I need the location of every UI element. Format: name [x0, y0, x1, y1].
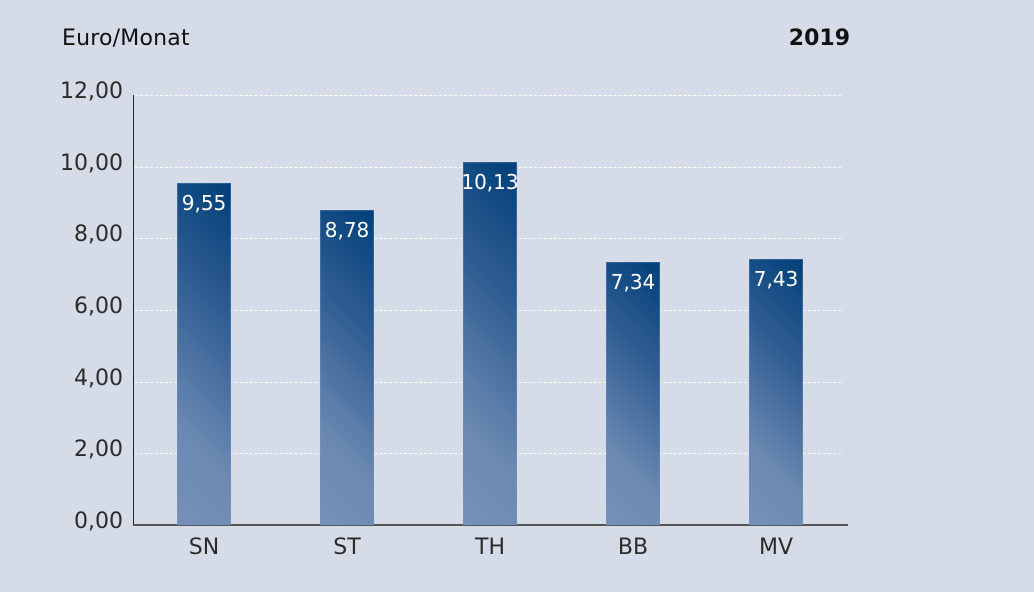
x-tick-label: BB: [617, 535, 649, 560]
bar-value-label: 8,78: [324, 218, 370, 243]
bar-mv: 7,43: [749, 258, 803, 525]
y-tick-label: 4,00: [74, 365, 123, 391]
y-tick-label: 0,00: [74, 509, 123, 534]
x-tick-label: TH: [475, 535, 505, 560]
bar-th: 10,13: [461, 162, 519, 525]
bar-value-label: 9,55: [181, 190, 227, 215]
year-label: 2019: [788, 26, 850, 51]
y-axis-line: [133, 95, 134, 525]
y-axis-unit-label: Euro/Monat: [62, 26, 190, 51]
bar-sn: 9,55: [177, 182, 231, 525]
chart-plot-area: 0,00 2,00 4,00 6,00 8,00 10,00 12,00 9,55 SN 8,78…: [60, 79, 848, 560]
bar-value-label: 10,13: [461, 170, 519, 194]
y-tick-label: 10,00: [60, 150, 123, 176]
y-tick-label: 2,00: [74, 437, 123, 463]
gridline: [135, 95, 841, 96]
x-tick-label: MV: [758, 535, 794, 560]
x-tick-label: SN: [188, 535, 220, 560]
y-tick-label: 6,00: [74, 294, 123, 319]
x-axis-line: [133, 524, 848, 526]
bar-value-label: 7,43: [753, 266, 799, 291]
bar-bb: 7,34: [606, 261, 660, 525]
bar-value-label: 7,34: [610, 269, 656, 294]
x-tick-label: ST: [333, 535, 361, 560]
y-tick-label: 12,00: [60, 79, 123, 104]
y-tick-label: 8,00: [74, 222, 123, 248]
bar-st: 8,78: [320, 210, 374, 525]
